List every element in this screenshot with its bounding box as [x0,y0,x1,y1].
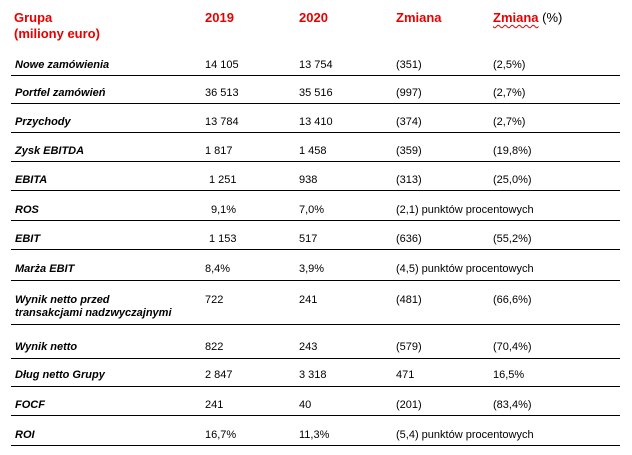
value-2020: 13 410 [299,116,333,128]
value-2020: 7,0% [299,204,325,216]
value-change: (359) [396,145,422,157]
value-2019: 1 817 [205,145,233,157]
value-2019: 1 153 [209,233,237,245]
value-2020: 11,3% [299,429,330,441]
value-2019: 1 251 [209,174,237,186]
table-row: Wynik netto 822 243 (579) (70,4%) [11,325,620,359]
value-2019: 822 [205,341,224,353]
table-row: Przychody 13 784 13 410 (374) (2,7%) [11,104,620,133]
table-row: Marża EBIT 8,4% 3,9% (4,5) punktów proce… [11,250,620,281]
value-change-pct: (2,7%) [493,87,526,99]
value-2019: 8,4% [205,263,231,275]
value-change: (636) [396,233,422,245]
value-change-pct: (2,7%) [493,116,526,128]
table-row: Nowe zamówienia 14 105 13 754 (351) (2,5… [11,46,620,76]
row-label: Wynik netto przed [15,294,110,306]
value-change-pct: (19,8%) [493,145,532,157]
column-header-2020: 2020 [299,10,328,25]
value-change: 471 [396,369,415,381]
value-2019: 9,1% [211,204,237,216]
row-label-line2: transakcjami nadzwyczajnymi [15,307,172,319]
table-row: EBITA 1 251 938 (313) (25,0%) [11,162,620,191]
value-change: (201) [396,399,422,411]
value-change-pct: (25,0%) [493,174,532,186]
value-2019: 722 [205,294,224,306]
table-row: Portfel zamówień 36 513 35 516 (997) (2,… [11,75,620,104]
value-change: (2,1) punktów procentowych [396,204,534,216]
column-header-change: Zmiana [396,10,442,25]
value-2019: 16,7% [205,429,237,441]
row-label: Przychody [15,116,71,128]
value-2019: 241 [205,399,224,411]
value-2019: 2 847 [205,369,233,381]
column-header-2019: 2019 [205,10,234,25]
row-label: Wynik netto [15,341,78,353]
table-row: ROS 9,1% 7,0% (2,1) punktów procentowych [11,191,620,221]
value-2020: 35 516 [299,87,333,99]
value-change: (313) [396,174,422,186]
table-row: FOCF 241 40 (201) (83,4%) [11,387,620,416]
value-2020: 13 754 [299,59,333,71]
table-row: ROI 16,7% 11,3% (5,4) punktów procentowy… [11,416,620,446]
value-change-pct: (66,6%) [493,294,532,306]
row-label: ROI [15,429,35,441]
value-2020: 938 [299,174,318,186]
value-change-pct: 16,5% [493,369,525,381]
row-label: EBITA [15,174,48,186]
column-header-change-pct-unit: (%) [538,10,563,25]
column-header-change-pct: Zmiana (%) [493,10,562,26]
value-change-pct: (2,5%) [493,59,526,71]
value-2019: 14 105 [205,59,239,71]
row-label: Nowe zamówienia [15,59,110,71]
value-2019: 13 784 [205,116,239,128]
table-row: Wynik netto przed transakcjami nadzwycza… [11,281,620,325]
value-change: (5,4) punktów procentowych [396,429,534,441]
row-label: Zysk EBITDA [15,145,85,157]
column-header-change-pct-word: Zmiana [493,10,539,25]
row-label: ROS [15,204,39,216]
row-label: FOCF [15,399,45,411]
table-row: Zysk EBITDA 1 817 1 458 (359) (19,8%) [11,133,620,162]
value-change-pct: (83,4%) [493,399,532,411]
value-change: (374) [396,116,422,128]
value-change-pct: (55,2%) [493,233,532,245]
value-change: (351) [396,59,422,71]
value-2019: 36 513 [205,87,239,99]
row-label: EBIT [15,233,41,245]
group-header-title: Grupa [14,10,53,25]
group-header: Grupa (miliony euro) [14,10,100,42]
value-change: (4,5) punktów procentowych [396,263,534,275]
value-2020: 3 318 [299,369,327,381]
row-label: Dług netto Grupy [15,369,105,381]
value-change: (579) [396,341,422,353]
row-label: Marża EBIT [15,263,75,275]
value-2020: 40 [299,399,312,411]
value-change-pct: (70,4%) [493,341,532,353]
value-2020: 517 [299,233,318,245]
group-header-unit: (miliony euro) [14,26,100,41]
value-change: (481) [396,294,422,306]
table-row: Dług netto Grupy 2 847 3 318 471 16,5% [11,359,620,387]
table-row: EBIT 1 153 517 (636) (55,2%) [11,221,620,250]
value-2020: 241 [299,294,318,306]
value-2020: 1 458 [299,145,327,157]
value-change: (997) [396,87,422,99]
value-2020: 3,9% [299,263,325,275]
row-label: Portfel zamówień [15,87,106,99]
value-2020: 243 [299,341,318,353]
